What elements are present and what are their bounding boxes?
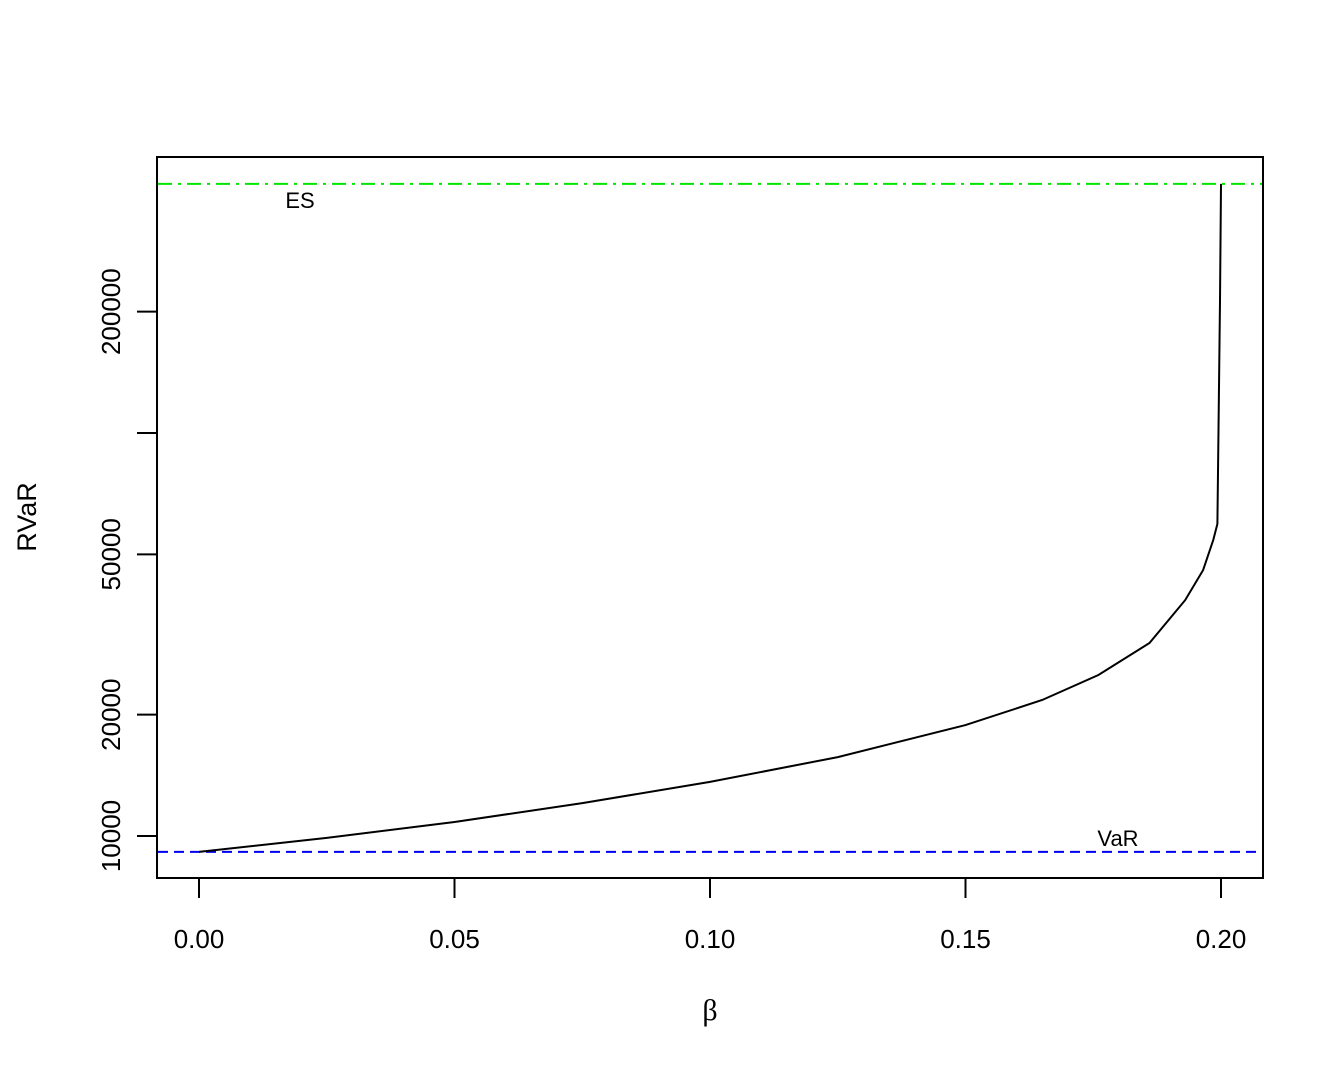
x-tick-label: 0.00: [174, 924, 225, 954]
rvar-curve: [198, 183, 1222, 853]
y-tick-label: 50000: [96, 518, 126, 590]
y-tick-label: 200000: [96, 268, 126, 355]
x-tick-label: 0.10: [685, 924, 736, 954]
es-annotation: ES: [285, 188, 314, 213]
y-tick-label: 10000: [96, 800, 126, 872]
x-tick-label: 0.15: [940, 924, 991, 954]
x-tick-label: 0.20: [1196, 924, 1247, 954]
var-annotation: VaR: [1097, 826, 1138, 851]
y-tick-label: 20000: [96, 679, 126, 751]
y-axis: 10000 20000 50000 200000: [96, 268, 158, 872]
x-axis-title: β: [702, 994, 717, 1027]
x-axis: 0.00 0.05 0.10 0.15 0.20: [174, 877, 1247, 954]
plot-frame: [156, 156, 1264, 879]
y-axis-title: RVaR: [12, 482, 42, 552]
x-tick-label: 0.05: [429, 924, 480, 954]
